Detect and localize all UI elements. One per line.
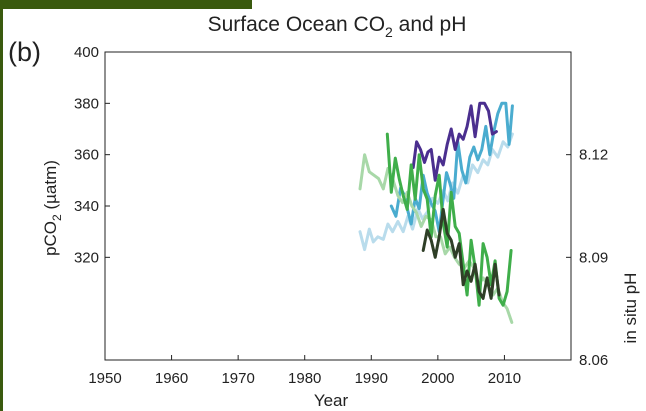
y-axis-right-label: in situ pH	[621, 273, 640, 344]
chart-title-main: Surface Ocean CO	[208, 13, 385, 36]
x-tick-label: 2000	[421, 370, 454, 387]
x-axis-label: Year	[314, 391, 349, 410]
x-tick-label: 2010	[488, 370, 521, 387]
frame-left-bar	[0, 0, 3, 411]
series-line-6	[421, 207, 501, 300]
y-axis-left-label-main: pCO	[41, 221, 60, 256]
x-tick-label: 1960	[155, 370, 188, 387]
x-tick-label: 1950	[88, 370, 121, 387]
y-left-tick-label: 340	[74, 198, 99, 215]
x-axis: 1950 1960 1970 1980 1990 2000 2010	[88, 355, 521, 387]
x-tick-label: 1990	[355, 370, 388, 387]
y-right-tick-label: 8.06	[579, 352, 608, 369]
series-line-5	[385, 132, 513, 307]
series-layer	[358, 101, 514, 324]
x-tick-label: 1980	[288, 370, 321, 387]
y-axis-left-label-subscript: 2	[50, 214, 64, 221]
series-line-3	[411, 101, 498, 182]
slide-frame	[0, 0, 252, 411]
y-left-tick-label: 360	[74, 147, 99, 164]
plot-area	[104, 51, 572, 361]
y-right-tick-label: 8.09	[579, 249, 608, 266]
series-line-2	[389, 101, 514, 234]
chart-title-tail: and pH	[393, 13, 467, 36]
x-tick-label: 1970	[221, 370, 254, 387]
y-axis-left: 320 340 360 380 400	[74, 44, 110, 266]
chart-title-subscript: 2	[385, 24, 393, 40]
chart-title: Surface Ocean CO2 and pH	[208, 13, 467, 40]
panel-label: (b)	[8, 37, 41, 67]
y-axis-right: 8.06 8.09 8.12	[566, 147, 608, 369]
y-left-tick-label: 380	[74, 95, 99, 112]
y-left-tick-label: 400	[74, 44, 99, 61]
frame-top-bar	[0, 0, 252, 9]
y-right-tick-label: 8.12	[579, 147, 608, 164]
y-axis-left-label-tail: (µatm)	[41, 160, 60, 214]
y-left-tick-label: 320	[74, 249, 99, 266]
y-axis-left-label: pCO2 (µatm)	[41, 160, 64, 256]
